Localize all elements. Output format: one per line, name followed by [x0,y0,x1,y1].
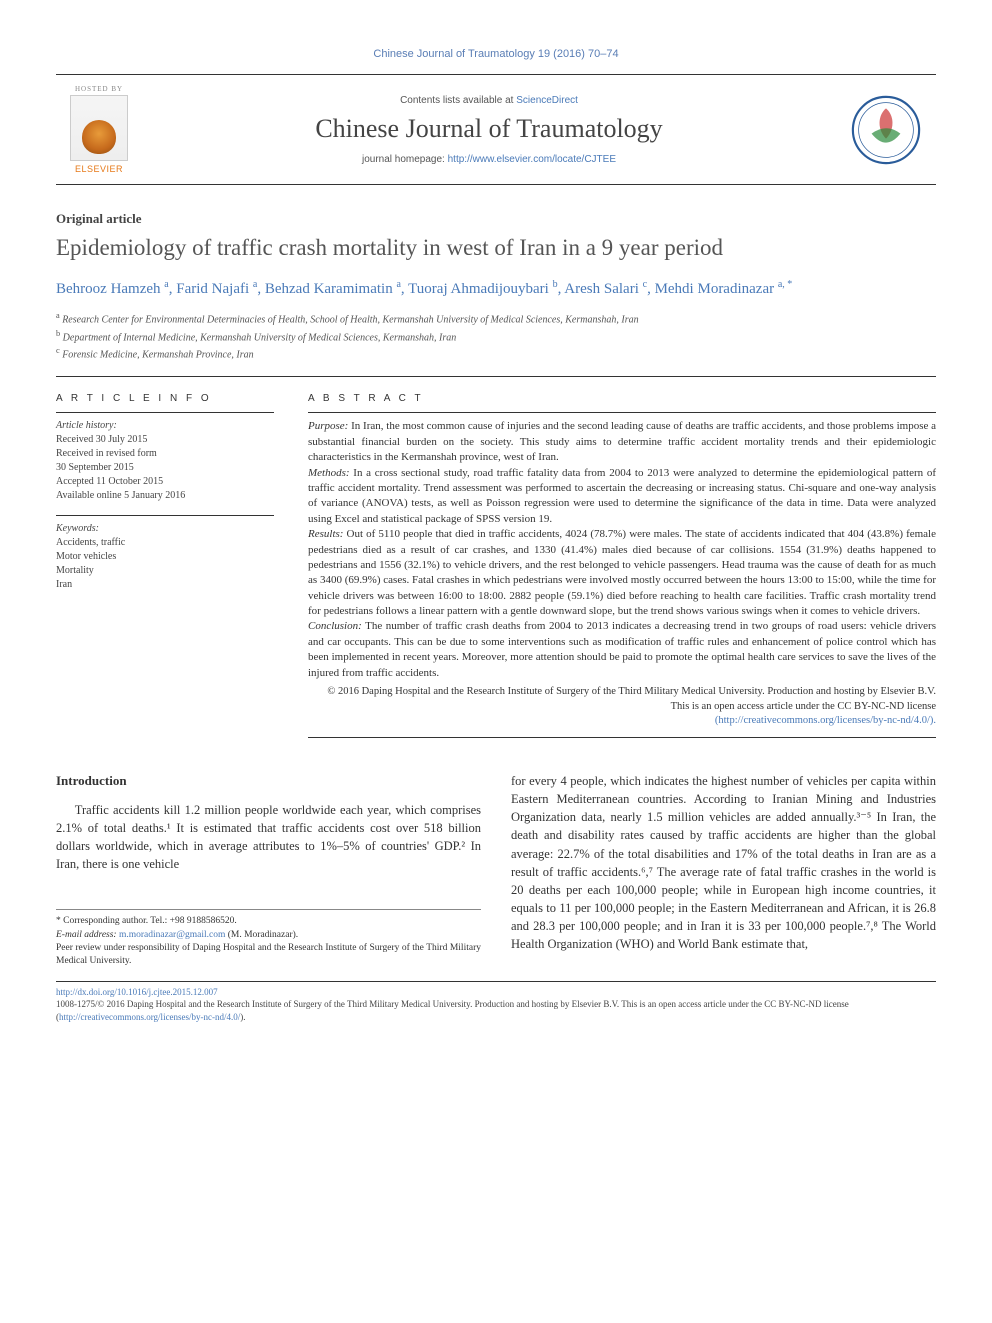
keyword: Motor vehicles [56,550,274,564]
introduction-heading: Introduction [56,772,481,791]
introduction-paragraph: Traffic accidents kill 1.2 million peopl… [56,801,481,874]
footer-close: ). [240,1012,245,1022]
author: Aresh Salari c [564,281,647,297]
purpose-label: Purpose: [308,420,348,432]
publisher-name: ELSEVIER [75,164,123,174]
journal-homepage-link[interactable]: http://www.elsevier.com/locate/CJTEE [448,154,616,165]
affiliations: a Research Center for Environmental Dete… [56,310,936,362]
info-rule [56,412,274,413]
author: Mehdi Moradinazar a, * [655,281,793,297]
history-label: Article history: [56,419,274,433]
author-list: Behrooz Hamzeh a, Farid Najafi a, Behzad… [56,277,936,301]
abstract-bottom-rule [308,737,936,738]
journal-homepage-line: journal homepage: http://www.elsevier.co… [144,154,834,165]
keyword: Iran [56,578,274,592]
history-line: Available online 5 January 2016 [56,489,274,503]
keyword: Accidents, traffic [56,536,274,550]
article-info-heading: A R T I C L E I N F O [56,393,274,404]
contents-pre: Contents lists available at [400,95,516,106]
history-line: Accepted 11 October 2015 [56,475,274,489]
section-rule [56,376,936,377]
contents-available-line: Contents lists available at ScienceDirec… [144,95,834,106]
corresponding-author: * Corresponding author. Tel.: +98 918858… [56,915,481,928]
homepage-pre: journal homepage: [362,154,448,165]
email-label: E-mail address: [56,930,119,940]
article-info-column: A R T I C L E I N F O Article history: R… [56,393,274,744]
email-person: (M. Moradinazar). [225,930,298,940]
history-line: Received 30 July 2015 [56,433,274,447]
methods-text: In a cross sectional study, road traffic… [308,467,936,525]
corresponding-footnotes: * Corresponding author. Tel.: +98 918858… [56,909,481,968]
body-columns: Introduction Traffic accidents kill 1.2 … [56,772,936,969]
conclusion-label: Conclusion: [308,620,362,632]
running-head: Chinese Journal of Traumatology 19 (2016… [56,48,936,60]
peer-review-note: Peer review under responsibility of Dapi… [56,942,481,969]
publisher-logo: HOSTED BY ELSEVIER [70,85,128,174]
history-line: 30 September 2015 [56,461,274,475]
affiliation-b: Department of Internal Medicine, Kermans… [63,332,457,343]
email-line: E-mail address: m.moradinazar@gmail.com … [56,929,481,942]
abstract-body: Purpose: In Iran, the most common cause … [308,419,936,681]
history-line: Received in revised form [56,447,274,461]
license-link[interactable]: (http://creativecommons.org/licenses/by-… [715,715,936,726]
abstract-heading: A B S T R A C T [308,393,936,404]
footer-rule [56,981,936,982]
sciencedirect-link[interactable]: ScienceDirect [516,95,578,106]
body-column-right: for every 4 people, which indicates the … [511,772,936,969]
affiliation-c: Forensic Medicine, Kermanshah Province, … [62,349,253,360]
keyword: Mortality [56,564,274,578]
info-rule [56,515,274,516]
author: Tuoraj Ahmadijouybari b [408,281,557,297]
results-text: Out of 5110 people that died in traffic … [308,528,936,617]
abstract-copyright: © 2016 Daping Hospital and the Research … [308,685,936,729]
methods-label: Methods: [308,467,350,479]
corresponding-email-link[interactable]: m.moradinazar@gmail.com [119,930,225,940]
journal-title: Chinese Journal of Traumatology [144,114,834,144]
copyright-text: © 2016 Daping Hospital and the Research … [327,686,936,712]
article-type: Original article [56,211,936,227]
elsevier-tree-icon [82,120,116,154]
affiliation-a: Research Center for Environmental Determ… [62,315,638,326]
hosted-by-label: HOSTED BY [75,85,123,93]
keywords-label: Keywords: [56,522,274,536]
journal-society-logo [850,94,922,166]
page-footer: http://dx.doi.org/10.1016/j.cjtee.2015.1… [56,986,936,1024]
purpose-text: In Iran, the most common cause of injuri… [308,420,936,463]
footer-license-link[interactable]: http://creativecommons.org/licenses/by-n… [59,1012,240,1022]
doi-link[interactable]: http://dx.doi.org/10.1016/j.cjtee.2015.1… [56,987,218,997]
results-label: Results: [308,528,343,540]
author: Behzad Karamimatin a [265,281,401,297]
abstract-rule [308,412,936,413]
body-continuation-paragraph: for every 4 people, which indicates the … [511,772,936,953]
body-column-left: Introduction Traffic accidents kill 1.2 … [56,772,481,969]
conclusion-text: The number of traffic crash deaths from … [308,620,936,678]
abstract-column: A B S T R A C T Purpose: In Iran, the mo… [308,393,936,744]
journal-masthead: HOSTED BY ELSEVIER Contents lists availa… [56,74,936,185]
author: Farid Najafi a [176,281,257,297]
author: Behrooz Hamzeh a [56,281,169,297]
article-title: Epidemiology of traffic crash mortality … [56,233,936,263]
